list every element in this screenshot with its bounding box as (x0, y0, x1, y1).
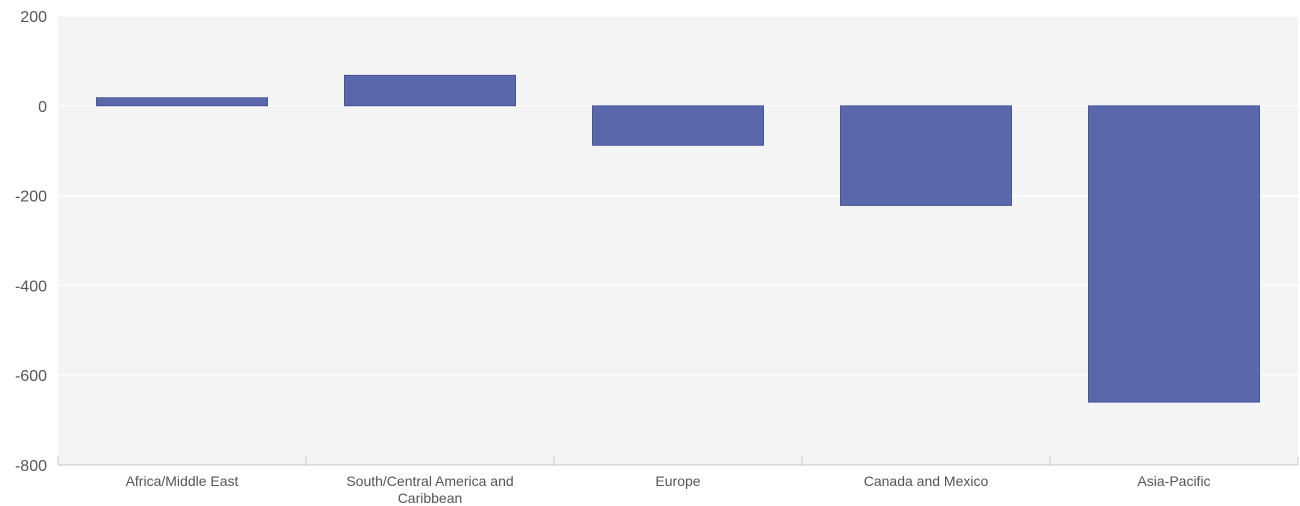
y-tick-label: 0 (38, 99, 47, 116)
bar-africa-middle-east (96, 97, 268, 107)
x-category-label: Asia-Pacific (1137, 473, 1210, 489)
y-tick-label: -600 (15, 368, 47, 385)
y-tick-label: -400 (15, 278, 47, 295)
x-category-label: Canada and Mexico (864, 473, 989, 489)
y-tick-label: -200 (15, 189, 47, 206)
x-category-label: South/Central America and Caribbean (346, 473, 513, 506)
y-axis-ticks: 200 0 -200 -400 -600 -800 (15, 9, 47, 475)
x-axis: Africa/Middle East South/Central America … (57, 457, 1299, 506)
bar-canada-and-mexico (840, 105, 1012, 206)
bar-asia-pacific (1088, 105, 1260, 403)
bar-south-central-america-and-caribbean (344, 74, 516, 107)
y-tick-label: -800 (15, 458, 47, 475)
bar-europe (592, 105, 764, 146)
bars (96, 74, 1260, 403)
x-category-label: Europe (655, 473, 700, 489)
x-category-label: Africa/Middle East (126, 473, 239, 489)
y-tick-label: 200 (20, 9, 47, 26)
